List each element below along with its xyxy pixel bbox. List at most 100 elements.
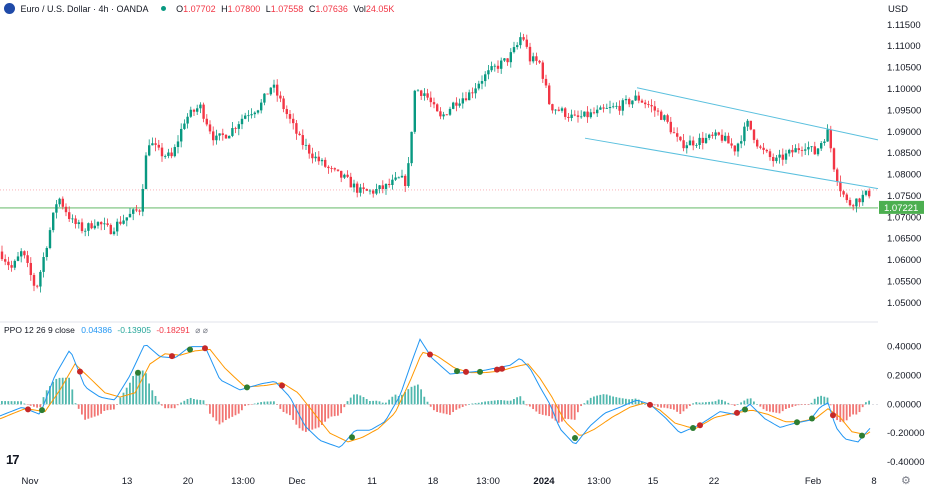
candle (765, 148, 768, 154)
candle-body (759, 146, 762, 148)
candle (759, 144, 762, 150)
candle-body (516, 45, 519, 48)
ppo-label[interactable]: PPO 12 26 9 close (4, 325, 75, 335)
candle-body (618, 105, 621, 111)
time-tick-label: Nov (22, 476, 39, 487)
histogram-bar (1, 401, 3, 405)
candle (727, 132, 730, 144)
histogram-bar (157, 401, 160, 405)
candle-body (471, 92, 474, 94)
histogram-bar (861, 404, 864, 408)
price-tag-label: 1.07221 (884, 203, 918, 214)
candle (580, 110, 583, 119)
candle (807, 141, 810, 156)
ppo-tick-label: 0.00000 (887, 399, 921, 410)
histogram-bar (349, 397, 352, 405)
candle (621, 98, 624, 116)
candle-body (679, 136, 682, 141)
histogram-bar (682, 404, 685, 412)
candle (640, 98, 644, 104)
candle-body (381, 185, 384, 189)
candle-body (512, 47, 516, 53)
candle-body (720, 134, 724, 141)
gear-icon[interactable]: ⚙ (901, 475, 911, 487)
candle (93, 219, 96, 230)
candle (279, 91, 282, 103)
low-label: L (265, 4, 271, 14)
candle (794, 144, 797, 153)
histogram-bar (164, 404, 166, 409)
candle (80, 218, 84, 234)
candle-body (554, 109, 557, 111)
candle-body (20, 251, 23, 257)
candle-body (260, 102, 263, 111)
candle-body (314, 156, 317, 159)
currency-label[interactable]: USD (887, 4, 908, 15)
histogram-bar (177, 404, 179, 406)
candle-body (132, 209, 135, 214)
tradingview-logo[interactable]: 17 (6, 452, 20, 467)
candle-body (781, 154, 784, 160)
histogram-bar (394, 394, 397, 405)
candle (733, 145, 736, 156)
candle (676, 127, 679, 142)
vol-label: Vol (353, 4, 366, 14)
histogram-bar (353, 394, 355, 405)
histogram-bar (749, 398, 752, 405)
candle-body (96, 222, 100, 226)
histogram-bar (516, 397, 518, 405)
candle-body (765, 149, 768, 152)
candle-body (788, 149, 791, 154)
candle-body (791, 149, 794, 153)
histogram-bar (135, 371, 138, 405)
candle (557, 106, 560, 112)
candle (541, 60, 544, 83)
candle (717, 131, 720, 136)
candle-body (621, 100, 624, 111)
histogram-bar (545, 404, 547, 416)
candle-body (80, 222, 84, 232)
candle-body (48, 230, 52, 249)
histogram-bar (330, 404, 333, 417)
candle-body (292, 118, 295, 124)
candle-body (295, 123, 298, 134)
histogram-bar (858, 404, 861, 413)
candle-body (583, 111, 586, 117)
candle (852, 203, 855, 211)
histogram-bar (279, 404, 282, 409)
candle-body (439, 111, 442, 117)
candle (474, 82, 477, 99)
candle (525, 34, 528, 49)
visibility-icons[interactable]: ⌀ ⌀ (195, 325, 208, 335)
candle-body (653, 106, 656, 111)
candle-body (375, 189, 378, 194)
histogram-bar (641, 401, 643, 405)
cross-marker (169, 353, 175, 360)
histogram-bar (385, 402, 387, 405)
histogram-bar (33, 404, 35, 407)
candle (260, 99, 263, 114)
candle-body (407, 163, 410, 186)
histogram-bar (369, 401, 371, 405)
histogram-bar (637, 399, 640, 405)
candle-body (151, 143, 154, 146)
candle (823, 138, 826, 146)
candle-body (205, 118, 208, 125)
histogram-bar (666, 404, 669, 409)
candle-body (160, 147, 164, 157)
cross-marker (830, 412, 836, 419)
candle-body (212, 131, 215, 141)
candle (218, 133, 221, 141)
candle (368, 189, 372, 195)
candle (128, 207, 132, 218)
histogram-bar (865, 402, 867, 405)
candle (112, 227, 116, 236)
ppo-tick-label: 0.40000 (887, 342, 921, 353)
time-tick-label: 15 (648, 476, 659, 487)
candle-body (359, 187, 362, 193)
candle-body (13, 260, 16, 268)
candle (548, 82, 551, 105)
candle-body (624, 98, 628, 101)
symbol-title[interactable]: Euro / U.S. Dollar · 4h · OANDA (20, 4, 149, 14)
